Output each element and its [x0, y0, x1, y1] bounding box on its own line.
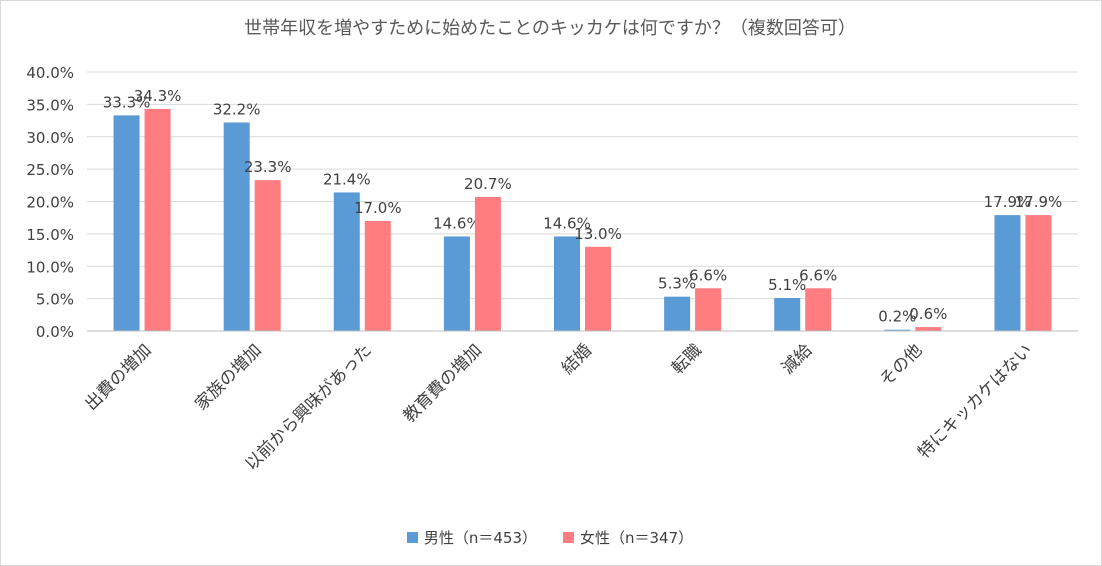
data-label: 14.6% — [543, 214, 591, 232]
bar — [113, 115, 140, 331]
data-label: 17.9% — [1015, 193, 1063, 211]
data-label: 13.0% — [574, 225, 622, 243]
x-tick-label: その他 — [876, 340, 926, 390]
bar — [774, 297, 801, 331]
legend-label-female: 女性（n＝347） — [580, 529, 694, 547]
bar — [664, 296, 691, 331]
x-tick-label: 家族の増加 — [191, 340, 265, 414]
data-label: 6.6% — [689, 266, 727, 284]
bar — [364, 220, 391, 331]
bar — [994, 215, 1021, 331]
bar — [443, 236, 470, 331]
data-label: 23.3% — [244, 158, 292, 176]
y-tick-label: 0.0% — [36, 323, 74, 341]
x-tick-label: 出費の増加 — [81, 340, 155, 414]
data-label: 17.9% — [984, 193, 1032, 211]
legend: 男性（n＝453） 女性（n＝347） — [0, 527, 1100, 548]
y-tick-label: 15.0% — [26, 226, 74, 244]
chart-title: 世帯年収を増やすために始めたことのキッカケは何ですか？（複数回答可） — [244, 18, 856, 39]
x-tick-label: 特にキッカケはない — [914, 340, 1036, 462]
legend-swatch-female — [563, 532, 574, 543]
y-tick-label: 35.0% — [26, 96, 74, 114]
bar — [695, 288, 722, 331]
y-tick-label: 25.0% — [26, 161, 74, 179]
data-label: 33.3% — [103, 93, 151, 111]
x-tick-label: 転職 — [668, 340, 706, 378]
bar — [144, 108, 171, 331]
bar — [474, 196, 501, 331]
x-tick-label: 教育費の増加 — [400, 340, 486, 426]
x-tick-label: 結婚 — [558, 340, 596, 378]
bar — [805, 288, 832, 331]
y-tick-label: 20.0% — [26, 194, 74, 212]
y-tick-label: 30.0% — [26, 129, 74, 147]
data-label: 17.0% — [354, 199, 402, 217]
bar — [223, 122, 250, 331]
y-tick-label: 5.0% — [36, 291, 74, 309]
data-label: 6.6% — [799, 266, 837, 284]
data-label: 34.3% — [134, 87, 182, 105]
data-label: 14.6% — [433, 214, 481, 232]
data-label: 32.2% — [213, 101, 261, 119]
x-tick-label: 減給 — [778, 340, 816, 378]
legend-item-male: 男性（n＝453） — [406, 527, 537, 548]
bar — [915, 327, 942, 331]
legend-item-female: 女性（n＝347） — [563, 527, 693, 548]
data-label: 0.6% — [909, 305, 947, 323]
legend-swatch-male — [406, 532, 418, 543]
bar — [1025, 215, 1052, 331]
y-tick-label: 10.0% — [26, 258, 74, 276]
data-label: 0.2% — [878, 308, 916, 326]
bar — [554, 236, 580, 331]
bar — [585, 246, 611, 331]
legend-label-male: 男性（n＝453） — [423, 529, 537, 547]
y-tick-label: 40.0% — [26, 64, 74, 82]
bar — [333, 192, 360, 331]
bar — [884, 329, 911, 331]
data-label: 5.1% — [768, 276, 806, 294]
x-tick-label: 以前から興味があった — [241, 340, 375, 474]
data-label: 20.7% — [464, 175, 512, 193]
data-label: 5.3% — [658, 275, 696, 293]
bar — [254, 180, 281, 331]
data-label: 21.4% — [323, 170, 371, 188]
